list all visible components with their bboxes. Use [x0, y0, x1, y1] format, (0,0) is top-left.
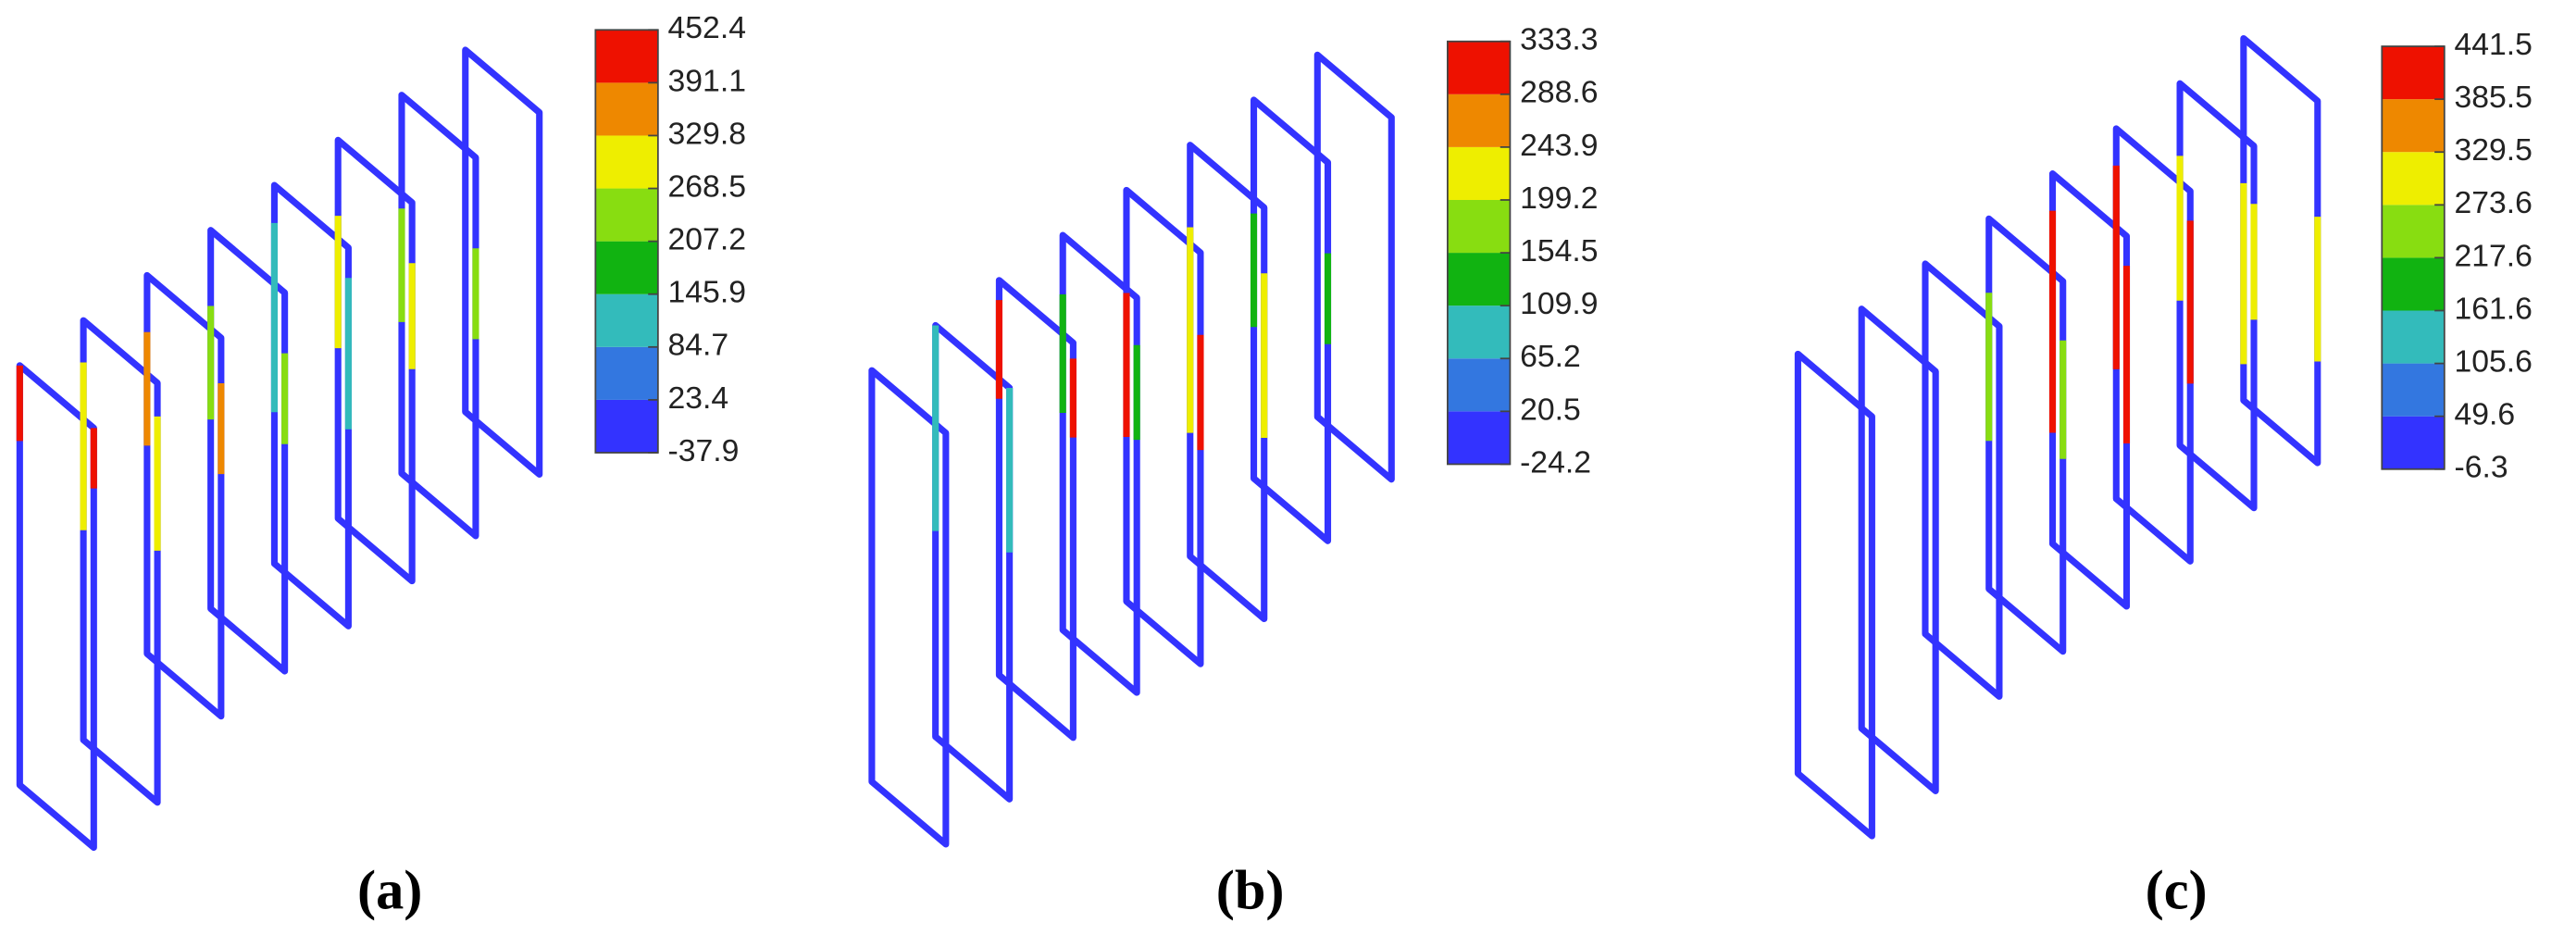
pipe-loop	[995, 277, 1076, 742]
pipe-loop	[1123, 186, 1204, 667]
colorbar-band	[2382, 310, 2445, 364]
colorbar-band	[595, 188, 658, 242]
pipe-loop	[1858, 305, 1939, 794]
colorbar-band	[595, 30, 658, 83]
colorbar-band	[595, 82, 658, 136]
pipe-loop	[398, 92, 479, 540]
pipe-loop	[868, 367, 950, 848]
colorbar-frame	[594, 29, 659, 454]
colorbar-label: 441.5	[2454, 27, 2532, 62]
colorbar-label: 23.4	[668, 380, 729, 416]
colorbar-label: 268.5	[668, 168, 746, 204]
panel-label: (c)	[2146, 859, 2208, 921]
colorbar-band	[595, 135, 658, 189]
pipe-loop	[143, 271, 225, 720]
colorbar-band	[1447, 41, 1511, 94]
colorbar-label: 329.5	[2454, 132, 2532, 168]
colorbar-band	[1447, 94, 1511, 147]
colorbar-label: 329.8	[668, 116, 746, 151]
panel: 441.5 385.5 329.5 273.6 217.6 161.6 105.6 49.6 -…	[1794, 27, 2532, 921]
colorbar-label: 217.6	[2454, 238, 2532, 273]
colorbar-label: -37.9	[668, 433, 740, 468]
colorbar-band	[2382, 363, 2445, 417]
colorbar-band	[1447, 358, 1511, 412]
colorbar-label: 243.9	[1520, 128, 1598, 163]
colorbar-label: 207.2	[668, 222, 746, 257]
panel-label: (a)	[357, 859, 422, 921]
pipe-loop	[270, 181, 352, 630]
panel: 333.3 288.6 243.9 199.2 154.5 109.9 65.2 20.5 -2…	[868, 22, 1599, 921]
colorbar-label: 199.2	[1520, 181, 1598, 216]
colorbar-band	[1447, 199, 1511, 254]
pipe-loop	[1059, 231, 1140, 696]
pipe-loop	[2112, 125, 2194, 565]
pipe-loop	[2176, 80, 2258, 512]
pipe-loop	[1250, 96, 1332, 544]
pipe-loop	[932, 321, 1014, 803]
colorbar-label: 333.3	[1520, 22, 1598, 57]
colorbar-label: 391.1	[668, 63, 746, 98]
colorbar-label: 84.7	[668, 328, 729, 363]
colorbar-band	[595, 293, 658, 347]
colorbar-band	[2382, 152, 2445, 206]
colorbar-band	[2382, 205, 2445, 258]
colorbar-label: 109.9	[1520, 286, 1598, 321]
colorbar-label: 273.6	[2454, 185, 2532, 220]
colorbar-band	[2382, 257, 2445, 311]
colorbar-band	[2382, 416, 2445, 469]
colorbar-label: 105.6	[2454, 344, 2532, 380]
pipe-loop	[80, 317, 161, 806]
colorbar-band	[2382, 99, 2445, 153]
colorbar-band	[2382, 46, 2445, 100]
colorbar-label: -6.3	[2454, 450, 2508, 485]
colorbar-band	[1447, 146, 1511, 200]
colorbar-band	[1447, 253, 1511, 306]
pipe-loop	[1794, 350, 1875, 840]
pipe-loop	[16, 362, 97, 852]
colorbar-label: 49.6	[2454, 397, 2515, 432]
pipe-loop	[334, 136, 416, 585]
pipe-loop	[462, 46, 543, 479]
colorbar-band	[595, 241, 658, 294]
pipe-loop	[207, 227, 289, 675]
colorbar-label: 452.4	[668, 10, 746, 45]
pipe-loop	[1922, 260, 2003, 700]
colorbar-label: 385.5	[2454, 80, 2532, 115]
colorbar-label: 288.6	[1520, 75, 1598, 110]
pipe-loop	[1313, 51, 1395, 483]
colorbar-label: 20.5	[1520, 392, 1581, 427]
colorbar-band	[595, 399, 658, 454]
panel: 452.4 391.1 329.8 268.5 207.2 145.9 84.7 23.4 -3…	[16, 10, 746, 921]
colorbar-band	[1447, 411, 1511, 465]
colorbar-band	[595, 346, 658, 400]
colorbar-label: 65.2	[1520, 339, 1581, 374]
colorbar-band	[1447, 305, 1511, 359]
colorbar-label: -24.2	[1520, 444, 1591, 480]
colorbar-label: 161.6	[2454, 291, 2532, 326]
colorbar-label: 154.5	[1520, 233, 1598, 268]
pipe-loop	[1985, 215, 2067, 655]
colorbar-label: 145.9	[668, 275, 746, 310]
panel-label: (b)	[1216, 859, 1285, 921]
